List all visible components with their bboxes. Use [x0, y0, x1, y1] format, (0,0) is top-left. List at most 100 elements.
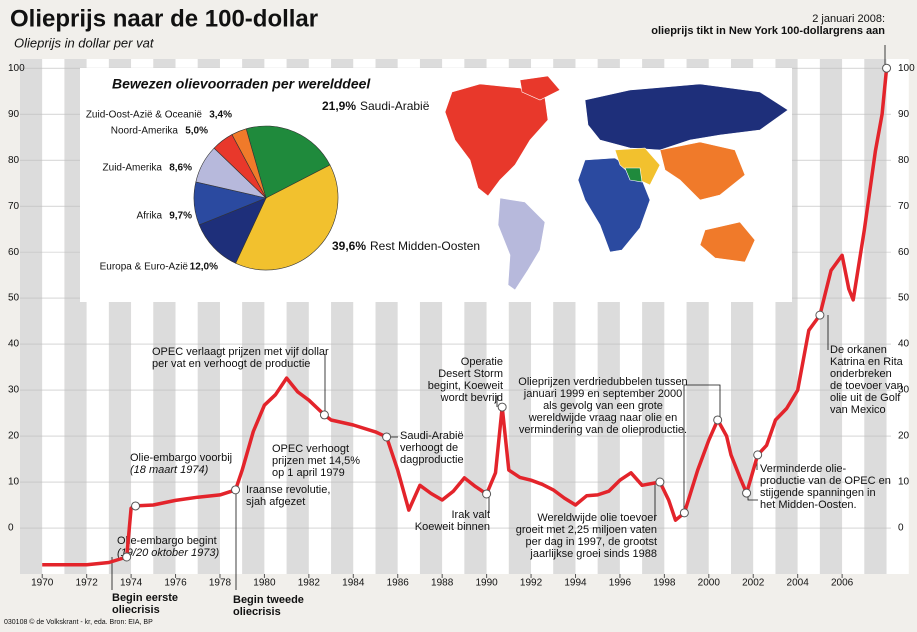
y-tick-label: 30: [8, 385, 20, 396]
map-europe-eurasia: [584, 83, 789, 151]
x-tick-label: 1974: [120, 578, 143, 589]
annotation: olie uit de Golf: [830, 392, 901, 404]
map-middle-east: [614, 147, 661, 186]
annotation: op 1 april 1979: [272, 467, 345, 479]
y-tick-label: 10: [8, 477, 20, 488]
world-map: [444, 75, 789, 291]
x-tick-label: 1996: [609, 578, 632, 589]
annotation: verhoogt de: [400, 442, 458, 454]
y-tick-label: 0: [8, 523, 14, 534]
annotations: Olie-embargo begint(19/20 oktober 1973) B…: [111, 13, 904, 618]
annotation: Begin tweede: [233, 594, 304, 606]
line-layer: [42, 63, 892, 567]
annotation: wereldwijde vraag naar olie en: [528, 412, 678, 424]
y-tick-label-right: 80: [898, 155, 910, 166]
x-tick-label: 1980: [253, 578, 276, 589]
pie-value-label: 3,4%: [209, 110, 232, 121]
pie-label: Noord-Amerika: [111, 126, 179, 137]
annotation: (19/20 oktober 1973): [117, 547, 219, 559]
pie-title: Bewezen olievoorraden per werelddeel: [112, 76, 371, 92]
annotation: Olieprijzen verdriedubbelen tussen: [518, 376, 687, 388]
source: 030108 © de Volkskrant - kr, eda. Bron: …: [4, 618, 153, 626]
annotation: vermindering van de olieproductie.: [519, 424, 687, 436]
y-tick-label-right: 30: [898, 385, 910, 396]
map-saudi-arabia: [624, 167, 643, 183]
annotation: De orkanen: [830, 344, 887, 356]
annotation: Koeweit binnen: [415, 521, 490, 533]
stripe: [819, 59, 843, 574]
event-marker: [655, 477, 665, 487]
annotation: onderbreken: [830, 368, 892, 380]
annotation: begint, Koeweit: [428, 380, 503, 392]
event-marker: [679, 508, 689, 518]
pie-label: Zuid-Amerika: [103, 163, 163, 174]
annotation: (18 maart 1974): [130, 464, 209, 476]
price-line: [42, 68, 889, 567]
annotation: het Midden-Oosten.: [760, 499, 857, 511]
annotation: Olie-embargo voorbij: [130, 452, 232, 464]
y-tick-label-right: 60: [898, 247, 910, 258]
y-tick-label: 40: [8, 339, 20, 350]
y-tick-label-right: 20: [898, 431, 910, 442]
annotation: OPEC verlaagt prijzen met vijf dollar: [152, 346, 329, 358]
y-tick-label-right: 0: [898, 523, 904, 534]
event-marker: [482, 489, 492, 499]
annotation: stijgende spanningen in: [760, 487, 876, 499]
pie-value-label: 5,0%: [185, 126, 208, 137]
y-tick-label-right: 100: [898, 63, 915, 74]
x-tick-label: 2002: [742, 578, 765, 589]
event-marker: [882, 63, 892, 73]
annotation: 2 januari 2008:: [812, 13, 885, 25]
pie-slice: [231, 128, 267, 199]
annotation: Verminderde olie-: [760, 463, 847, 475]
annotation: OPEC verhoogt: [272, 443, 349, 455]
annotation: Iraanse revolutie,: [246, 484, 330, 496]
pie-value-label: 8,6%: [169, 163, 192, 174]
annotation: Begin eerste: [112, 592, 178, 604]
x-tick-label: 2000: [698, 578, 721, 589]
annotation: van Mexico: [830, 404, 886, 416]
annotation: januari 1999 en september 2000: [523, 388, 682, 400]
pie-chart: 21,9% Saudi-Arabië 39,6% Rest Midden-Oosten…: [86, 99, 480, 272]
annotation: als gevolg van een grote: [543, 400, 663, 412]
annotation: productie van de OPEC en: [760, 475, 891, 487]
y-tick-label: 50: [8, 293, 20, 304]
map-asia: [659, 141, 746, 201]
event-marker: [742, 488, 752, 498]
annotation: wordt bevrijd: [440, 392, 503, 404]
annotation: groeit met 2,25 miljoen vaten: [516, 524, 657, 536]
x-tick-label: 1984: [342, 578, 365, 589]
y-tick-label: 80: [8, 155, 20, 166]
y-tick-label-right: 40: [898, 339, 910, 350]
x-tick-label: 2004: [787, 578, 810, 589]
pie-label: Europa & Euro-Azië: [100, 262, 189, 273]
annotation: Desert Storm: [438, 368, 503, 380]
stripe: [797, 59, 820, 574]
pie-label: Zuid-Oost-Azië & Oceanië: [86, 110, 203, 121]
event-marker: [131, 501, 141, 511]
pie-label: Afrika: [136, 211, 162, 222]
map-south-america: [497, 197, 546, 291]
annotation: sjah afgezet: [246, 496, 305, 508]
annotation: Saudi-Arabië: [400, 430, 464, 442]
pie-value-label: 39,6%: [332, 239, 366, 253]
event-marker: [713, 415, 723, 425]
annotation: Irak valt: [451, 509, 490, 521]
stripe: [42, 59, 65, 574]
annotation: olieprijs tikt in New York 100-dollargre…: [651, 25, 885, 37]
annotation: dagproductie: [400, 454, 464, 466]
annotation: oliecrisis: [112, 604, 160, 616]
annotation: Operatie: [461, 356, 503, 368]
event-marker: [497, 402, 507, 412]
event-marker: [815, 310, 825, 320]
map-australia: [699, 221, 756, 263]
pie-value-label: 9,7%: [169, 211, 192, 222]
pie-label: Saudi-Arabië: [360, 99, 430, 113]
x-tick-label: 1986: [387, 578, 410, 589]
stripe: [842, 59, 865, 574]
event-marker: [382, 432, 392, 442]
event-marker: [319, 410, 329, 420]
annotation: per dag in 1997, de grootst: [526, 536, 657, 548]
annotation: de toevoer van: [830, 380, 903, 392]
x-tick-label: 1970: [31, 578, 54, 589]
